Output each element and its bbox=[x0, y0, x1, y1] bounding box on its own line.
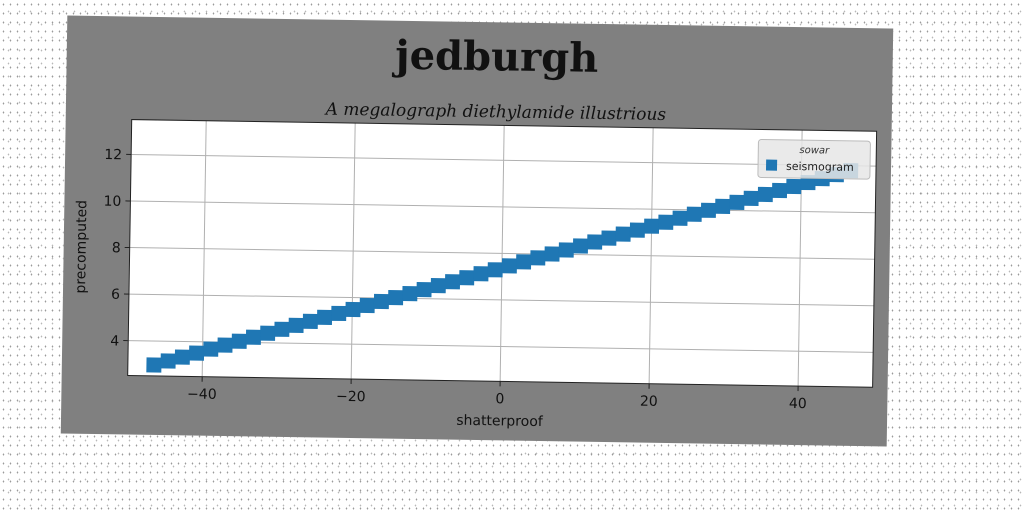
scatter-point bbox=[587, 234, 603, 250]
scatter-point bbox=[302, 313, 318, 329]
chart-subtitle: A megalograph diethylamide illustrious bbox=[323, 100, 666, 125]
scatter-point bbox=[416, 282, 432, 298]
scatter-point bbox=[160, 353, 176, 369]
legend-swatch bbox=[765, 159, 778, 171]
x-tick-label: 40 bbox=[789, 396, 807, 412]
chart-title: jedburgh bbox=[392, 32, 599, 82]
scatter-point bbox=[686, 206, 702, 222]
scatter-point bbox=[430, 278, 446, 294]
scatter-point bbox=[615, 226, 631, 242]
scatter-point bbox=[757, 186, 773, 203]
x-tick-label: 20 bbox=[640, 394, 658, 410]
scatter-point bbox=[174, 349, 190, 365]
scatter-point bbox=[572, 238, 589, 254]
scatter-point bbox=[729, 194, 745, 211]
x-tick-label: −20 bbox=[336, 389, 366, 405]
scatter-point bbox=[402, 285, 418, 302]
scatter-point bbox=[516, 254, 532, 270]
scatter-point bbox=[658, 214, 674, 230]
chart: jedburgh A megalograph diethylamide illu… bbox=[73, 32, 878, 430]
scatter-point bbox=[203, 341, 219, 357]
y-tick-label: 10 bbox=[103, 194, 121, 210]
scatter-point bbox=[786, 178, 802, 195]
y-tick-label: 6 bbox=[111, 287, 120, 303]
y-axis-label: precomputed bbox=[73, 200, 90, 294]
grid bbox=[128, 120, 877, 387]
scatter-point bbox=[629, 222, 645, 238]
scatter-point bbox=[217, 337, 233, 353]
grid-line-y bbox=[131, 153, 877, 167]
scatter-point bbox=[700, 202, 717, 218]
scatter-point bbox=[231, 333, 247, 349]
y-tick-label: 12 bbox=[104, 147, 122, 163]
legend-title: sowar bbox=[799, 145, 830, 156]
figure: jedburgh A megalograph diethylamide illu… bbox=[60, 15, 894, 447]
scatter-point bbox=[530, 250, 546, 266]
scatter-point bbox=[601, 230, 617, 246]
scatter-point bbox=[345, 301, 361, 318]
scatter-point bbox=[558, 242, 574, 258]
grid-line-y bbox=[130, 200, 876, 214]
scatter-point bbox=[316, 309, 333, 326]
scatter-point bbox=[388, 289, 404, 306]
axis-ticks: −40 −20 0 20 40 4 6 8 10 12 bbox=[103, 147, 807, 412]
grid-line-y bbox=[129, 247, 875, 260]
scatter-point bbox=[331, 305, 347, 322]
scatter-point bbox=[146, 357, 162, 373]
x-tick-label: 0 bbox=[495, 391, 504, 407]
y-tick-label: 8 bbox=[112, 240, 121, 256]
x-axis-label: shatterproof bbox=[456, 413, 544, 430]
scatter-point bbox=[487, 262, 503, 278]
legend: sowar seismogram bbox=[757, 138, 871, 180]
y-tick-label: 4 bbox=[110, 333, 119, 349]
grid-line-y bbox=[128, 293, 874, 307]
legend-label: seismogram bbox=[786, 160, 854, 174]
legend-box bbox=[757, 138, 871, 180]
scatter-point bbox=[743, 190, 759, 207]
scatter-point bbox=[643, 218, 660, 234]
x-tick-label: −40 bbox=[187, 386, 217, 402]
scatter-point bbox=[188, 345, 205, 361]
scatter-point bbox=[288, 317, 304, 333]
scatter-point bbox=[771, 182, 788, 199]
plot-frame bbox=[127, 119, 878, 388]
scatter-point bbox=[715, 198, 731, 214]
scatter-point bbox=[473, 266, 489, 282]
scatter-point bbox=[544, 246, 560, 262]
scatter-point bbox=[501, 258, 518, 274]
scatter-point bbox=[359, 297, 375, 314]
scatter-point bbox=[373, 293, 390, 310]
scatter-point bbox=[245, 329, 262, 345]
scatter-point bbox=[274, 321, 290, 337]
scatter-point bbox=[260, 325, 276, 341]
scatter-point bbox=[444, 274, 461, 290]
scatter-point bbox=[459, 270, 475, 286]
scatter-point bbox=[672, 210, 688, 226]
